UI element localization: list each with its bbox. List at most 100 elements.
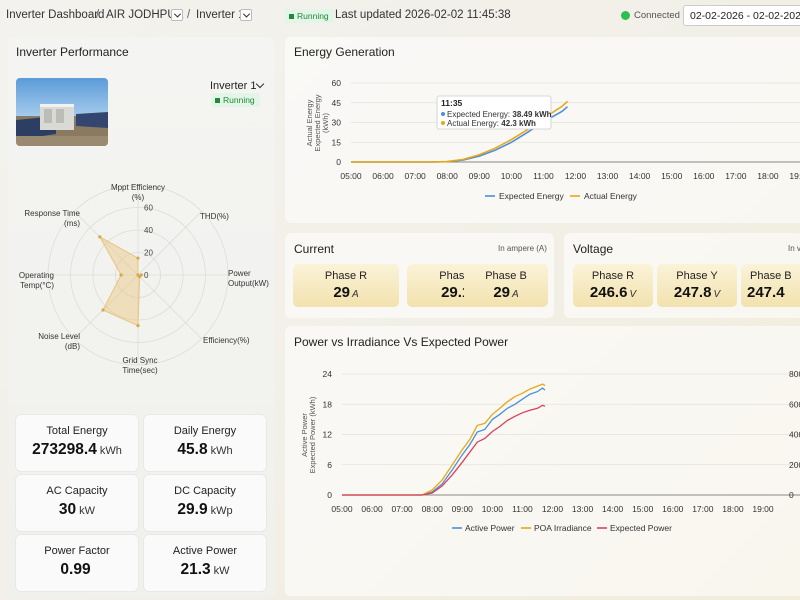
series-line <box>342 404 546 496</box>
x-tick-label: 19:00 <box>789 171 800 181</box>
radar-spoke <box>137 211 202 276</box>
stat-dc-capacity: DC Capacity 29.9 kWp <box>144 475 266 531</box>
radar-tick-label: 20 <box>144 249 153 258</box>
breadcrumb-site[interactable]: AIR JODHPUR <box>106 9 184 21</box>
inverter-dropdown-chevron-icon[interactable] <box>240 9 252 21</box>
phase-unit: V <box>713 289 721 300</box>
legend-label[interactable]: Expected Energy <box>499 191 564 201</box>
phase-value: 29 <box>333 284 350 301</box>
current-card: Current In ampere (A) Phase R 29 A Phase … <box>285 233 554 318</box>
y-tick-label: 18 <box>323 399 333 409</box>
radar-axis-label: (dB) <box>65 342 80 351</box>
x-tick-label: 06:00 <box>361 504 383 514</box>
phase-label: Phase R <box>324 270 368 282</box>
y-tick-label: 12 <box>323 430 333 440</box>
inverter-status-text: Running <box>223 95 255 105</box>
legend-label[interactable]: Expected Power <box>610 523 672 533</box>
radar-axis-label: THD(%) <box>200 212 229 221</box>
radar-axis-label: Operating <box>19 271 54 280</box>
stat-power-factor: Power Factor 0.99 <box>16 535 138 591</box>
power-irradiance-chart: 0 0 6 200 12 400 18 600 24 800 05:00 06:00 07:00 08:0… <box>300 369 800 533</box>
x-tick-label: 10:00 <box>501 171 523 181</box>
phase-label: Phase B <box>485 270 527 282</box>
x-tick-label: 14:00 <box>602 504 624 514</box>
phase-value: 247.8 <box>673 284 712 301</box>
radar-spoke <box>74 274 139 339</box>
stat-unit: kWh <box>99 445 122 457</box>
stat-label: AC Capacity <box>46 485 108 497</box>
legend-label[interactable]: Active Power <box>465 523 515 533</box>
breadcrumb-separator: / <box>96 9 100 21</box>
legend-label[interactable]: Actual Energy <box>584 191 638 201</box>
stat-value: 21.3 <box>180 561 211 578</box>
top-bar: Inverter Dashboard / AIR JODHPUR / Inver… <box>0 0 800 32</box>
tooltip-time: 11:35 <box>441 98 463 108</box>
x-tick-label: 11:00 <box>512 504 533 514</box>
x-tick-label: 07:00 <box>392 504 414 514</box>
x-tick-label: 11:00 <box>533 171 554 181</box>
date-range-picker[interactable]: 02-02-2026 - 02-02-2026 <box>683 5 800 26</box>
phase-label: Phase B <box>750 270 792 282</box>
radar-axis-label: Mppt Efficiency <box>111 183 165 192</box>
stat-unit: kW <box>213 565 230 577</box>
stat-unit: kWp <box>210 505 233 517</box>
stat-value: 45.8 <box>177 441 208 458</box>
stat-unit: kWh <box>210 445 233 457</box>
breadcrumb-dashboard[interactable]: Inverter Dashboard <box>6 9 105 21</box>
voltage-phase-y: Phase Y 247.8 V <box>657 264 737 307</box>
phase-value: 29.1 <box>441 284 471 301</box>
stat-total-energy: Total Energy 273298.4 kWh <box>16 415 138 471</box>
y-tick-label: 60 <box>332 78 342 88</box>
x-tick-label: 16:00 <box>693 171 715 181</box>
tooltip-expected: Expected Energy: 38.49 kWh <box>447 110 552 119</box>
inverter-select[interactable]: Inverter 1 <box>210 80 257 92</box>
phase-unit: A <box>352 289 359 300</box>
x-tick-label: 05:00 <box>340 171 362 181</box>
x-tick-label: 07:00 <box>405 171 427 181</box>
y-tick-label: 30 <box>332 118 342 128</box>
radar-axis-label: Power <box>228 269 251 278</box>
stat-label: Daily Energy <box>173 425 237 437</box>
x-tick-label: 15:00 <box>632 504 654 514</box>
stat-unit: kW <box>79 505 96 517</box>
voltage-phase-r: Phase R 246.6 V <box>573 264 653 307</box>
radar-spoke <box>137 274 202 339</box>
x-tick-label: 15:00 <box>661 171 683 181</box>
stat-ac-capacity: AC Capacity 30 kW <box>16 475 138 531</box>
y2-tick-label: 0 <box>789 490 794 500</box>
radar-axis-label: (ms) <box>64 219 80 228</box>
x-tick-label: 17:00 <box>692 504 714 514</box>
y2-tick-label: 200 <box>789 460 800 470</box>
power-irradiance-card: Power vs Irradiance Vs Expected Power <box>285 326 800 596</box>
current-phase-r: Phase R 29 A <box>293 264 399 307</box>
radar-point <box>137 274 142 279</box>
card-title: Voltage <box>573 242 614 256</box>
radar-point <box>98 235 102 239</box>
radar-tick-label: 0 <box>144 271 149 280</box>
last-updated-text: Last updated 2026-02-02 11:45:38 <box>335 9 511 21</box>
unit-note: In v <box>788 244 800 253</box>
breadcrumb-separator: / <box>187 9 191 21</box>
phase-value: 246.6 <box>589 284 628 301</box>
x-tick-label: 10:00 <box>482 504 504 514</box>
unit-note: In ampere (A) <box>498 244 547 253</box>
y-tick-label: 0 <box>327 490 332 500</box>
radar-axis-label: Temp(°C) <box>20 281 54 290</box>
energy-generation-card: Energy Generation <box>285 37 800 223</box>
series-line <box>342 387 546 496</box>
phase-value: 29 <box>493 284 510 301</box>
voltage-phase-b: Phase B 247.4 <box>741 264 800 307</box>
breadcrumb-inverter[interactable]: Inverter 1 <box>196 9 245 21</box>
site-dropdown-chevron-icon[interactable] <box>171 9 183 21</box>
radar-axis-label: Grid Sync <box>122 356 157 365</box>
x-tick-label: 16:00 <box>662 504 684 514</box>
radar-axis-label: (%) <box>132 193 145 202</box>
phase-label: Phase Y <box>676 270 718 282</box>
y-tick-label: 45 <box>332 98 342 108</box>
x-tick-label: 18:00 <box>722 504 744 514</box>
status-square-icon <box>289 13 294 19</box>
y2-tick-label: 400 <box>789 430 800 440</box>
legend-label[interactable]: POA Irradiance <box>534 523 592 533</box>
radar-axis-label: Efficiency(%) <box>203 336 250 345</box>
